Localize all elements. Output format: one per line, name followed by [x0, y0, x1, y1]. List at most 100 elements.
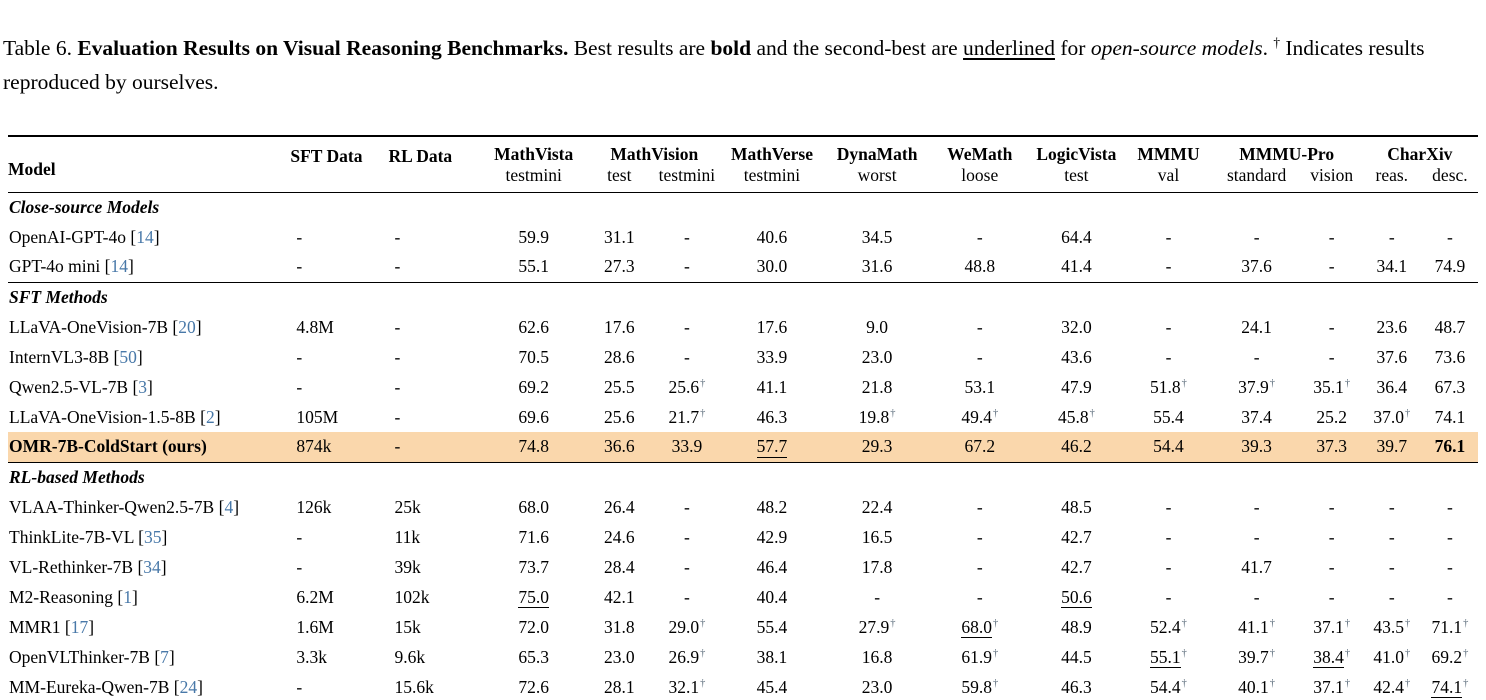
cell-value: 23.0	[603, 646, 635, 667]
model-name-cell: MM-Eureka-Qwen-7B [24]	[8, 672, 290, 700]
table-row: Qwen2.5-VL-7B [3] - -69.2 25.5 25.6† 41.1 21.8…	[8, 372, 1478, 402]
cell-value: -	[874, 586, 881, 607]
cell-value: 105M	[296, 406, 339, 427]
cell-charxiv-reas: 39.7	[1362, 432, 1422, 462]
citation-link[interactable]: [24]	[169, 676, 203, 697]
cell-wemath-loose: 61.9†	[932, 642, 1027, 672]
caption-segment: Indicates results reproduced by ourselve…	[3, 36, 1425, 95]
cell-rl-data: -	[389, 402, 481, 432]
citation-link[interactable]: [7]	[149, 646, 175, 667]
citation-link[interactable]: [3]	[128, 376, 153, 397]
cell-mathverse-testmini: 33.9	[722, 342, 822, 372]
cell-mathvision-test: 28.4	[587, 552, 652, 582]
cell-value: 25.6	[603, 406, 635, 427]
header-sub-worst: worst	[857, 165, 897, 186]
caption-segment: .	[1262, 36, 1274, 61]
cell-mmmu-val: -	[1125, 252, 1211, 282]
header-sub-desc: desc.	[1432, 165, 1468, 186]
citation-link[interactable]: [50]	[109, 346, 143, 367]
cell-value: 55.4	[756, 616, 788, 637]
cell-value: 42.1	[603, 586, 635, 607]
citation-link[interactable]: [20]	[168, 316, 202, 337]
citation-link[interactable]: [14]	[125, 226, 160, 247]
citation-number: 2	[205, 406, 215, 427]
cell-mathvision-test: 28.1	[587, 672, 652, 700]
cell-mmmu-val: -	[1125, 222, 1211, 252]
dagger-mark: †	[1344, 617, 1351, 629]
cell-value: -	[394, 256, 401, 277]
cell-mathvista-testmini: 73.7	[481, 552, 587, 582]
cell-sft-data: 126k	[290, 492, 388, 522]
citation-link[interactable]: [17]	[60, 616, 95, 637]
cell-charxiv-reas: -	[1362, 492, 1422, 522]
dagger-mark: †	[1181, 377, 1187, 389]
cell-logicvista-test: 47.9	[1027, 372, 1125, 402]
citation-link[interactable]: [2]	[195, 406, 221, 427]
section-header-row: SFT Methods	[8, 281, 1478, 313]
cell-mathvista-testmini: 69.2	[481, 372, 587, 402]
header-sub-test: test	[1064, 165, 1089, 186]
cell-value: 30.0	[756, 256, 788, 277]
citation-link[interactable]: [1]	[113, 586, 138, 607]
cell-mathvision-test: 31.8	[587, 612, 652, 642]
cell-value: 29.0	[668, 616, 700, 637]
cell-value: 72.0	[518, 616, 549, 637]
citation-link[interactable]: [14]	[100, 256, 134, 277]
cell-value: 16.5	[861, 526, 893, 547]
citation-link[interactable]: [4]	[214, 496, 240, 517]
cell-mmmu-pro-standard: -	[1212, 222, 1302, 252]
cell-value: -	[296, 526, 303, 547]
cell-mmmu-val: -	[1125, 522, 1211, 552]
dagger-mark: †	[1404, 407, 1411, 419]
cell-logicvista-test: 46.3	[1027, 672, 1125, 700]
cell-value: 46.3	[756, 406, 788, 427]
dagger-mark: †	[1404, 617, 1411, 629]
cell-value: 39.3	[1241, 436, 1272, 457]
citation-number: 14	[136, 226, 154, 247]
cell-mmmu-pro-standard: -	[1212, 582, 1302, 612]
cell-value: 28.6	[603, 346, 635, 367]
model-name: InternVL3-8B	[9, 346, 110, 367]
model-name-cell: M2-Reasoning [1]	[8, 582, 290, 612]
cell-rl-data: 15.6k	[389, 672, 481, 700]
model-name-cell: ThinkLite-7B-VL [35]	[8, 522, 290, 552]
cell-value: -	[394, 436, 401, 457]
cell-logicvista-test: 32.0	[1027, 312, 1125, 342]
cell-charxiv-desc: 48.7	[1422, 312, 1478, 342]
cell-value: 42.9	[756, 526, 788, 547]
caption-segment: Table 6.	[3, 36, 78, 61]
cell-mmmu-pro-vision: -	[1302, 582, 1362, 612]
cell-value: 17.6	[603, 316, 635, 337]
table-row: GPT-4o mini [14] - -55.1 27.3-30.0 31.6 48.8 4…	[8, 252, 1478, 282]
cell-value: 73.6	[1434, 346, 1466, 367]
cell-charxiv-desc: -	[1422, 552, 1478, 582]
caption-segment: and the second-best are	[751, 36, 964, 61]
cell-value: 21.8	[861, 376, 893, 397]
dagger-mark: †	[992, 647, 999, 659]
cell-value: 25.6	[668, 376, 700, 397]
cell-value: -	[1447, 556, 1453, 577]
cell-value: 74.9	[1434, 256, 1466, 277]
caption-segment: †	[1273, 35, 1280, 50]
table-caption: Table 6. Evaluation Results on Visual Re…	[0, 0, 1486, 99]
cell-mathverse-testmini: 57.7	[722, 432, 822, 462]
cell-value: -	[683, 556, 690, 577]
cell-value: 22.4	[861, 496, 893, 517]
cell-charxiv-desc: 67.3	[1422, 372, 1478, 402]
cell-dynamath-worst: -	[822, 582, 932, 612]
header-sub-testmini: testmini	[658, 165, 716, 186]
cell-mathvision-testmini: -	[652, 582, 722, 612]
cell-value: 32.0	[1061, 316, 1092, 337]
cell-mathvista-testmini: 74.8	[481, 432, 587, 462]
cell-charxiv-desc: 69.2†	[1422, 642, 1478, 672]
cell-value: 47.9	[1061, 376, 1092, 397]
header-group-mathverse: MathVerse	[730, 144, 813, 165]
citation-link[interactable]: [35]	[133, 526, 168, 547]
citation-link[interactable]: [34]	[133, 556, 167, 577]
cell-value: 11k	[394, 526, 421, 547]
cell-mathvision-test: 23.0	[587, 642, 652, 672]
cell-mathverse-testmini: 17.6	[722, 312, 822, 342]
cell-value: -	[1253, 586, 1260, 607]
cell-mmmu-pro-standard: -	[1212, 342, 1302, 372]
cell-value: 75.0	[518, 586, 549, 609]
